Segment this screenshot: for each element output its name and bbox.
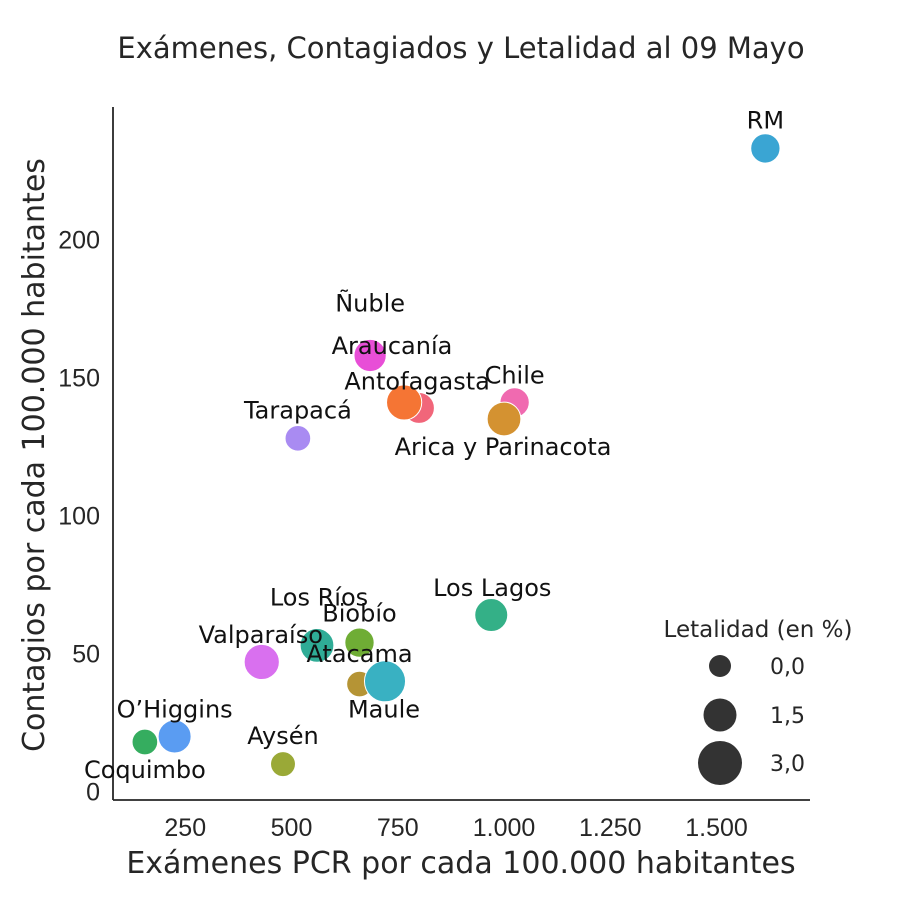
data-point	[284, 424, 312, 452]
y-tick-label: 200	[58, 227, 100, 255]
data-point	[299, 628, 335, 663]
legend-marker	[703, 698, 737, 732]
legend-label: 0,0	[770, 655, 805, 680]
x-tick-label: 250	[164, 814, 206, 842]
x-tick-label: 750	[377, 814, 419, 842]
point-label: Chile	[485, 361, 545, 389]
x-tick-labels: 250 500 750 1.000 1.250 1.500	[164, 814, 747, 842]
data-point	[486, 401, 522, 437]
data-point	[270, 751, 296, 778]
x-tick-label: 500	[271, 814, 313, 842]
legend-label: 3,0	[770, 752, 805, 777]
point-label: Antofagasta	[344, 367, 489, 395]
data-point	[353, 338, 387, 373]
point-label: O’Higgins	[117, 695, 233, 723]
point-label: Los Ríos	[270, 583, 368, 611]
point-label: Coquimbo	[84, 756, 206, 784]
x-tick-label: 1.000	[473, 814, 536, 842]
y-tick-label: 0	[86, 779, 100, 807]
y-tick-label: 100	[58, 503, 100, 531]
legend-marker	[698, 741, 742, 785]
point-label: Tarapacá	[243, 396, 352, 424]
y-tick-label: 150	[58, 365, 100, 393]
legend-label: 1,5	[770, 704, 805, 729]
data-point	[131, 728, 159, 756]
point-label: RM	[747, 106, 784, 134]
point-label: Arica y Parinacota	[395, 433, 612, 461]
point-label: Maule	[348, 695, 420, 723]
data-point	[386, 384, 423, 421]
y-axis-title: Contagios por cada 100.000 habitantes	[17, 158, 52, 752]
data-points	[131, 133, 781, 778]
point-label: Valparaíso	[199, 621, 323, 649]
data-point	[157, 719, 192, 754]
y-tick-label: 50	[72, 641, 100, 669]
data-point	[474, 598, 509, 633]
size-legend: Letalidad (en %) 0,0 1,5 3,0	[664, 617, 853, 785]
data-point	[363, 660, 407, 703]
chart-title: Exámenes, Contagiados y Letalidad al 09 …	[117, 31, 804, 65]
point-label: Araucanía	[332, 332, 453, 360]
y-tick-labels: 0 50 100 150 200	[58, 227, 100, 807]
data-point	[750, 133, 781, 164]
x-tick-label: 1.250	[579, 814, 642, 842]
point-label: Biobío	[322, 600, 396, 628]
point-label: Los Lagos	[433, 574, 551, 602]
x-tick-label: 1.500	[685, 814, 748, 842]
point-label: Atacama	[306, 640, 412, 668]
legend-marker	[709, 655, 731, 677]
point-label: Ñuble	[335, 287, 405, 317]
data-point	[344, 627, 375, 658]
point-label: Aysén	[247, 722, 318, 750]
legend-title: Letalidad (en %)	[664, 617, 853, 643]
data-point	[243, 643, 280, 681]
x-axis-title: Exámenes PCR por cada 100.000 habitantes	[126, 846, 795, 881]
